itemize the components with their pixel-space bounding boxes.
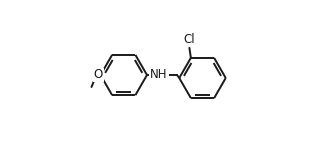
Text: O: O [94,69,103,81]
Text: NH: NH [150,68,168,81]
Text: Cl: Cl [183,33,195,46]
